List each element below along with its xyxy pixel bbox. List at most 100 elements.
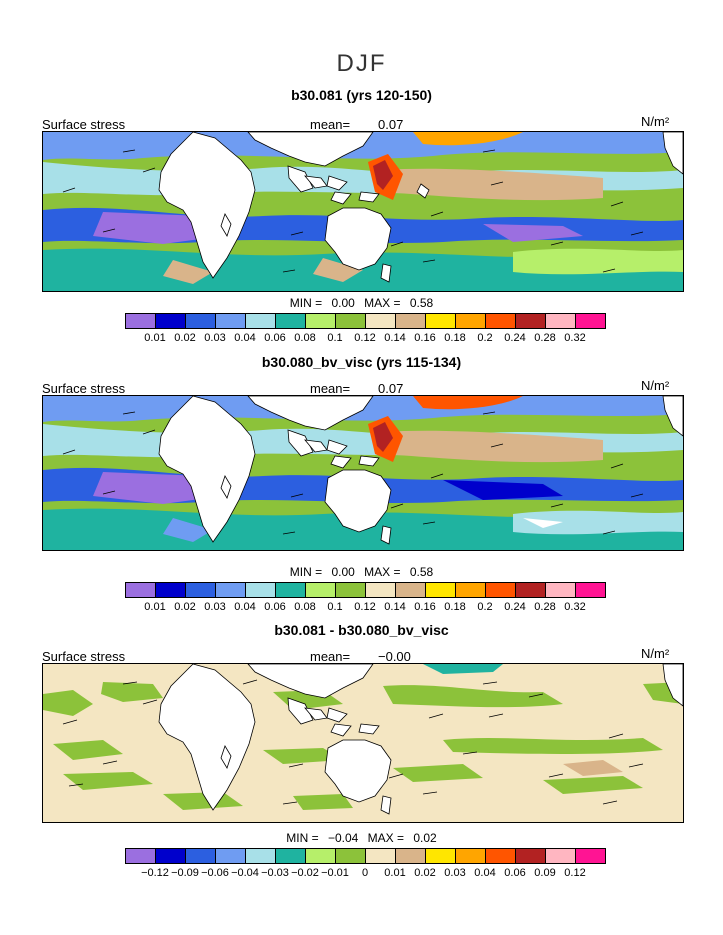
panel-2-min-value: 0.00 xyxy=(331,565,355,579)
colorbar-1-swatch-11 xyxy=(426,314,456,328)
colorbar-3-swatch-7 xyxy=(306,849,336,863)
colorbar-1-tick-label: 0.16 xyxy=(414,332,436,344)
panel-1-title: b30.081 (yrs 120-150) xyxy=(291,87,432,103)
colorbar-1-tick-label: 0.01 xyxy=(144,332,166,344)
colorbar-2-swatch-8 xyxy=(336,583,366,597)
colorbar-1-tick-label: 0.32 xyxy=(564,332,586,344)
panel-2-min-label: MIN = xyxy=(289,565,323,579)
colorbar-1-swatch-12 xyxy=(456,314,486,328)
colorbar-2-swatch-16 xyxy=(576,583,605,597)
colorbar-2-swatch-2 xyxy=(156,583,186,597)
colorbar-3-tick-label: 0.01 xyxy=(384,867,406,879)
panel-3-field-label: Surface stress xyxy=(42,649,126,664)
colorbar-2-tick-label: 0.28 xyxy=(534,601,556,613)
panel-1-mean-label: mean= xyxy=(310,117,351,132)
colorbar-3-swatch-5 xyxy=(246,849,276,863)
panel-3-min-label: MIN = xyxy=(286,831,319,845)
colorbar-2-tick-label: 0.24 xyxy=(504,601,526,613)
colorbar-1-swatch-9 xyxy=(366,314,396,328)
colorbar-2-tick-label: 0.03 xyxy=(204,601,226,613)
panel-3-colorbar xyxy=(125,848,606,864)
colorbar-1-tick-label: 0.28 xyxy=(534,332,556,344)
panel-2-mean-value: 0.07 xyxy=(378,381,404,396)
panel-3-mean-value: −0.00 xyxy=(378,649,411,664)
colorbar-1-tick-label: 0.2 xyxy=(477,332,493,344)
colorbar-3-swatch-2 xyxy=(156,849,186,863)
panel-3-min-value: −0.04 xyxy=(327,831,359,845)
panel-2-title: b30.080_bv_visc (yrs 115-134) xyxy=(261,354,462,370)
colorbar-2-swatch-11 xyxy=(426,583,456,597)
colorbar-2-swatch-4 xyxy=(216,583,246,597)
colorbar-3-tick-label: −0.01 xyxy=(321,867,349,879)
panel-1-max-value: 0.58 xyxy=(409,296,434,310)
colorbar-1-swatch-14 xyxy=(516,314,546,328)
panel-2-field-label: Surface stress xyxy=(42,381,126,396)
panel-1-colorbar xyxy=(125,313,606,329)
panel-1-units: N/m² xyxy=(641,114,670,129)
colorbar-3-swatch-1 xyxy=(126,849,156,863)
panel-2-minmax: MIN = 0.00 MAX = 0.58 xyxy=(0,565,723,579)
panel-3-units: N/m² xyxy=(641,646,670,661)
colorbar-2-tick-label: 0.32 xyxy=(564,601,586,613)
colorbar-1-swatch-10 xyxy=(396,314,426,328)
colorbar-2-swatch-7 xyxy=(306,583,336,597)
colorbar-3-tick-label: 0.02 xyxy=(414,867,436,879)
colorbar-3-tick-label: −0.06 xyxy=(201,867,229,879)
panel-3-max-label: MAX = xyxy=(367,831,405,845)
colorbar-1-swatch-8 xyxy=(336,314,366,328)
colorbar-2-tick-label: 0.12 xyxy=(354,601,376,613)
panel-1-min-value: 0.00 xyxy=(331,296,355,310)
panel-2-max-label: MAX = xyxy=(364,565,401,579)
panel-1-minmax: MIN = 0.00 MAX = 0.58 xyxy=(0,296,723,310)
panel-1-map xyxy=(42,131,684,292)
panel-2-map xyxy=(42,395,684,551)
panel-3-max-value: 0.02 xyxy=(413,831,437,845)
panel-1-field-label: Surface stress xyxy=(42,117,126,132)
colorbar-3-swatch-6 xyxy=(276,849,306,863)
colorbar-1-tick-label: 0.04 xyxy=(234,332,256,344)
colorbar-1-tick-label: 0.12 xyxy=(354,332,376,344)
colorbar-1-tick-label: 0.06 xyxy=(264,332,286,344)
colorbar-3-swatch-12 xyxy=(456,849,486,863)
colorbar-2-tick-label: 0.02 xyxy=(174,601,196,613)
colorbar-1-swatch-15 xyxy=(546,314,576,328)
panel-2-mean-label: mean= xyxy=(310,381,351,396)
colorbar-3-swatch-8 xyxy=(336,849,366,863)
colorbar-2-swatch-3 xyxy=(186,583,216,597)
colorbar-1-tick-label: 0.14 xyxy=(384,332,406,344)
panel-1-max-label: MAX = xyxy=(364,296,401,310)
panel-3-title: b30.081 - b30.080_bv_visc xyxy=(274,622,449,638)
season-title: DJF xyxy=(336,50,387,77)
colorbar-2-swatch-15 xyxy=(546,583,576,597)
colorbar-1-swatch-4 xyxy=(216,314,246,328)
colorbar-2-tick-label: 0.04 xyxy=(234,601,256,613)
colorbar-3-tick-label: 0.12 xyxy=(564,867,586,879)
colorbar-3-swatch-10 xyxy=(396,849,426,863)
colorbar-3-swatch-16 xyxy=(576,849,605,863)
colorbar-1-tick-label: 0.24 xyxy=(504,332,526,344)
colorbar-1-tick-label: 0.18 xyxy=(444,332,466,344)
colorbar-3-swatch-4 xyxy=(216,849,246,863)
colorbar-3-tick-label: 0.04 xyxy=(474,867,496,879)
colorbar-2-tick-label: 0.18 xyxy=(444,601,466,613)
colorbar-1-swatch-13 xyxy=(486,314,516,328)
panel-2-units: N/m² xyxy=(641,378,670,393)
panel-1-mean-value: 0.07 xyxy=(378,117,404,132)
colorbar-1-tick-label: 0.08 xyxy=(294,332,316,344)
colorbar-3-swatch-15 xyxy=(546,849,576,863)
colorbar-2-tick-label: 0.08 xyxy=(294,601,316,613)
colorbar-2-tick-label: 0.06 xyxy=(264,601,286,613)
colorbar-3-tick-label: −0.04 xyxy=(231,867,259,879)
colorbar-2-tick-label: 0.1 xyxy=(327,601,343,613)
panel-3-minmax: MIN = −0.04 MAX = 0.02 xyxy=(0,831,723,845)
colorbar-3-swatch-11 xyxy=(426,849,456,863)
colorbar-1-tick-label: 0.1 xyxy=(327,332,343,344)
panel-3-mean-label: mean= xyxy=(310,649,351,664)
panel-2-max-value: 0.58 xyxy=(409,565,434,579)
colorbar-3-tick-label: 0.03 xyxy=(444,867,466,879)
colorbar-2-swatch-12 xyxy=(456,583,486,597)
colorbar-3-swatch-13 xyxy=(486,849,516,863)
colorbar-2-tick-label: 0.14 xyxy=(384,601,406,613)
colorbar-2-swatch-1 xyxy=(126,583,156,597)
colorbar-2-swatch-14 xyxy=(516,583,546,597)
